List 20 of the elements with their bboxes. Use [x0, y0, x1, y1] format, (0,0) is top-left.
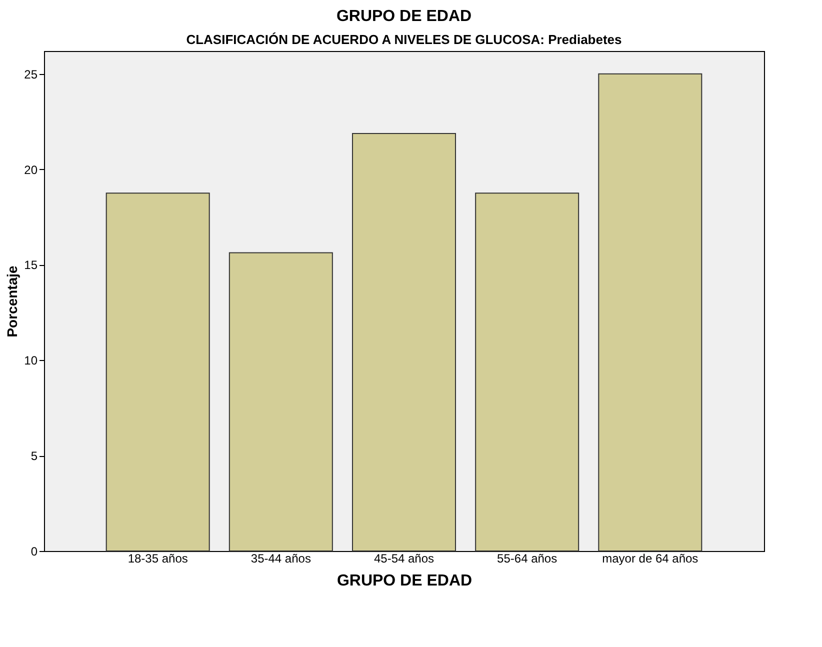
x-tick-label: 35-44 años: [250, 552, 311, 566]
y-tick-label: 10: [24, 354, 38, 368]
y-tick-label: 25: [24, 67, 38, 82]
x-tick-label: mayor de 64 años: [602, 552, 698, 566]
bar: [475, 192, 580, 552]
y-tick-label: 5: [30, 449, 38, 464]
y-tick-label: 20: [24, 162, 38, 177]
bar: [228, 252, 333, 552]
chart-subtitle: CLASIFICACIÓN DE ACUERDO A NIVELES DE GLUCOSA: Prediabetes: [186, 32, 622, 47]
y-tick-label: 15: [24, 258, 38, 272]
x-tick-label: 55-64 años: [497, 552, 558, 566]
x-axis-title: GRUPO DE EDAD: [336, 572, 472, 590]
bar: [352, 132, 456, 552]
bar: [106, 192, 210, 552]
x-tick-label: 18-35 años: [128, 552, 188, 566]
bar: [598, 73, 702, 552]
x-tick-label: 45-54 años: [374, 552, 434, 566]
y-tick-label: 0: [30, 544, 38, 558]
y-axis-title: Porcentaje: [4, 265, 20, 338]
chart-title: GRUPO DE EDAD: [336, 8, 472, 25]
